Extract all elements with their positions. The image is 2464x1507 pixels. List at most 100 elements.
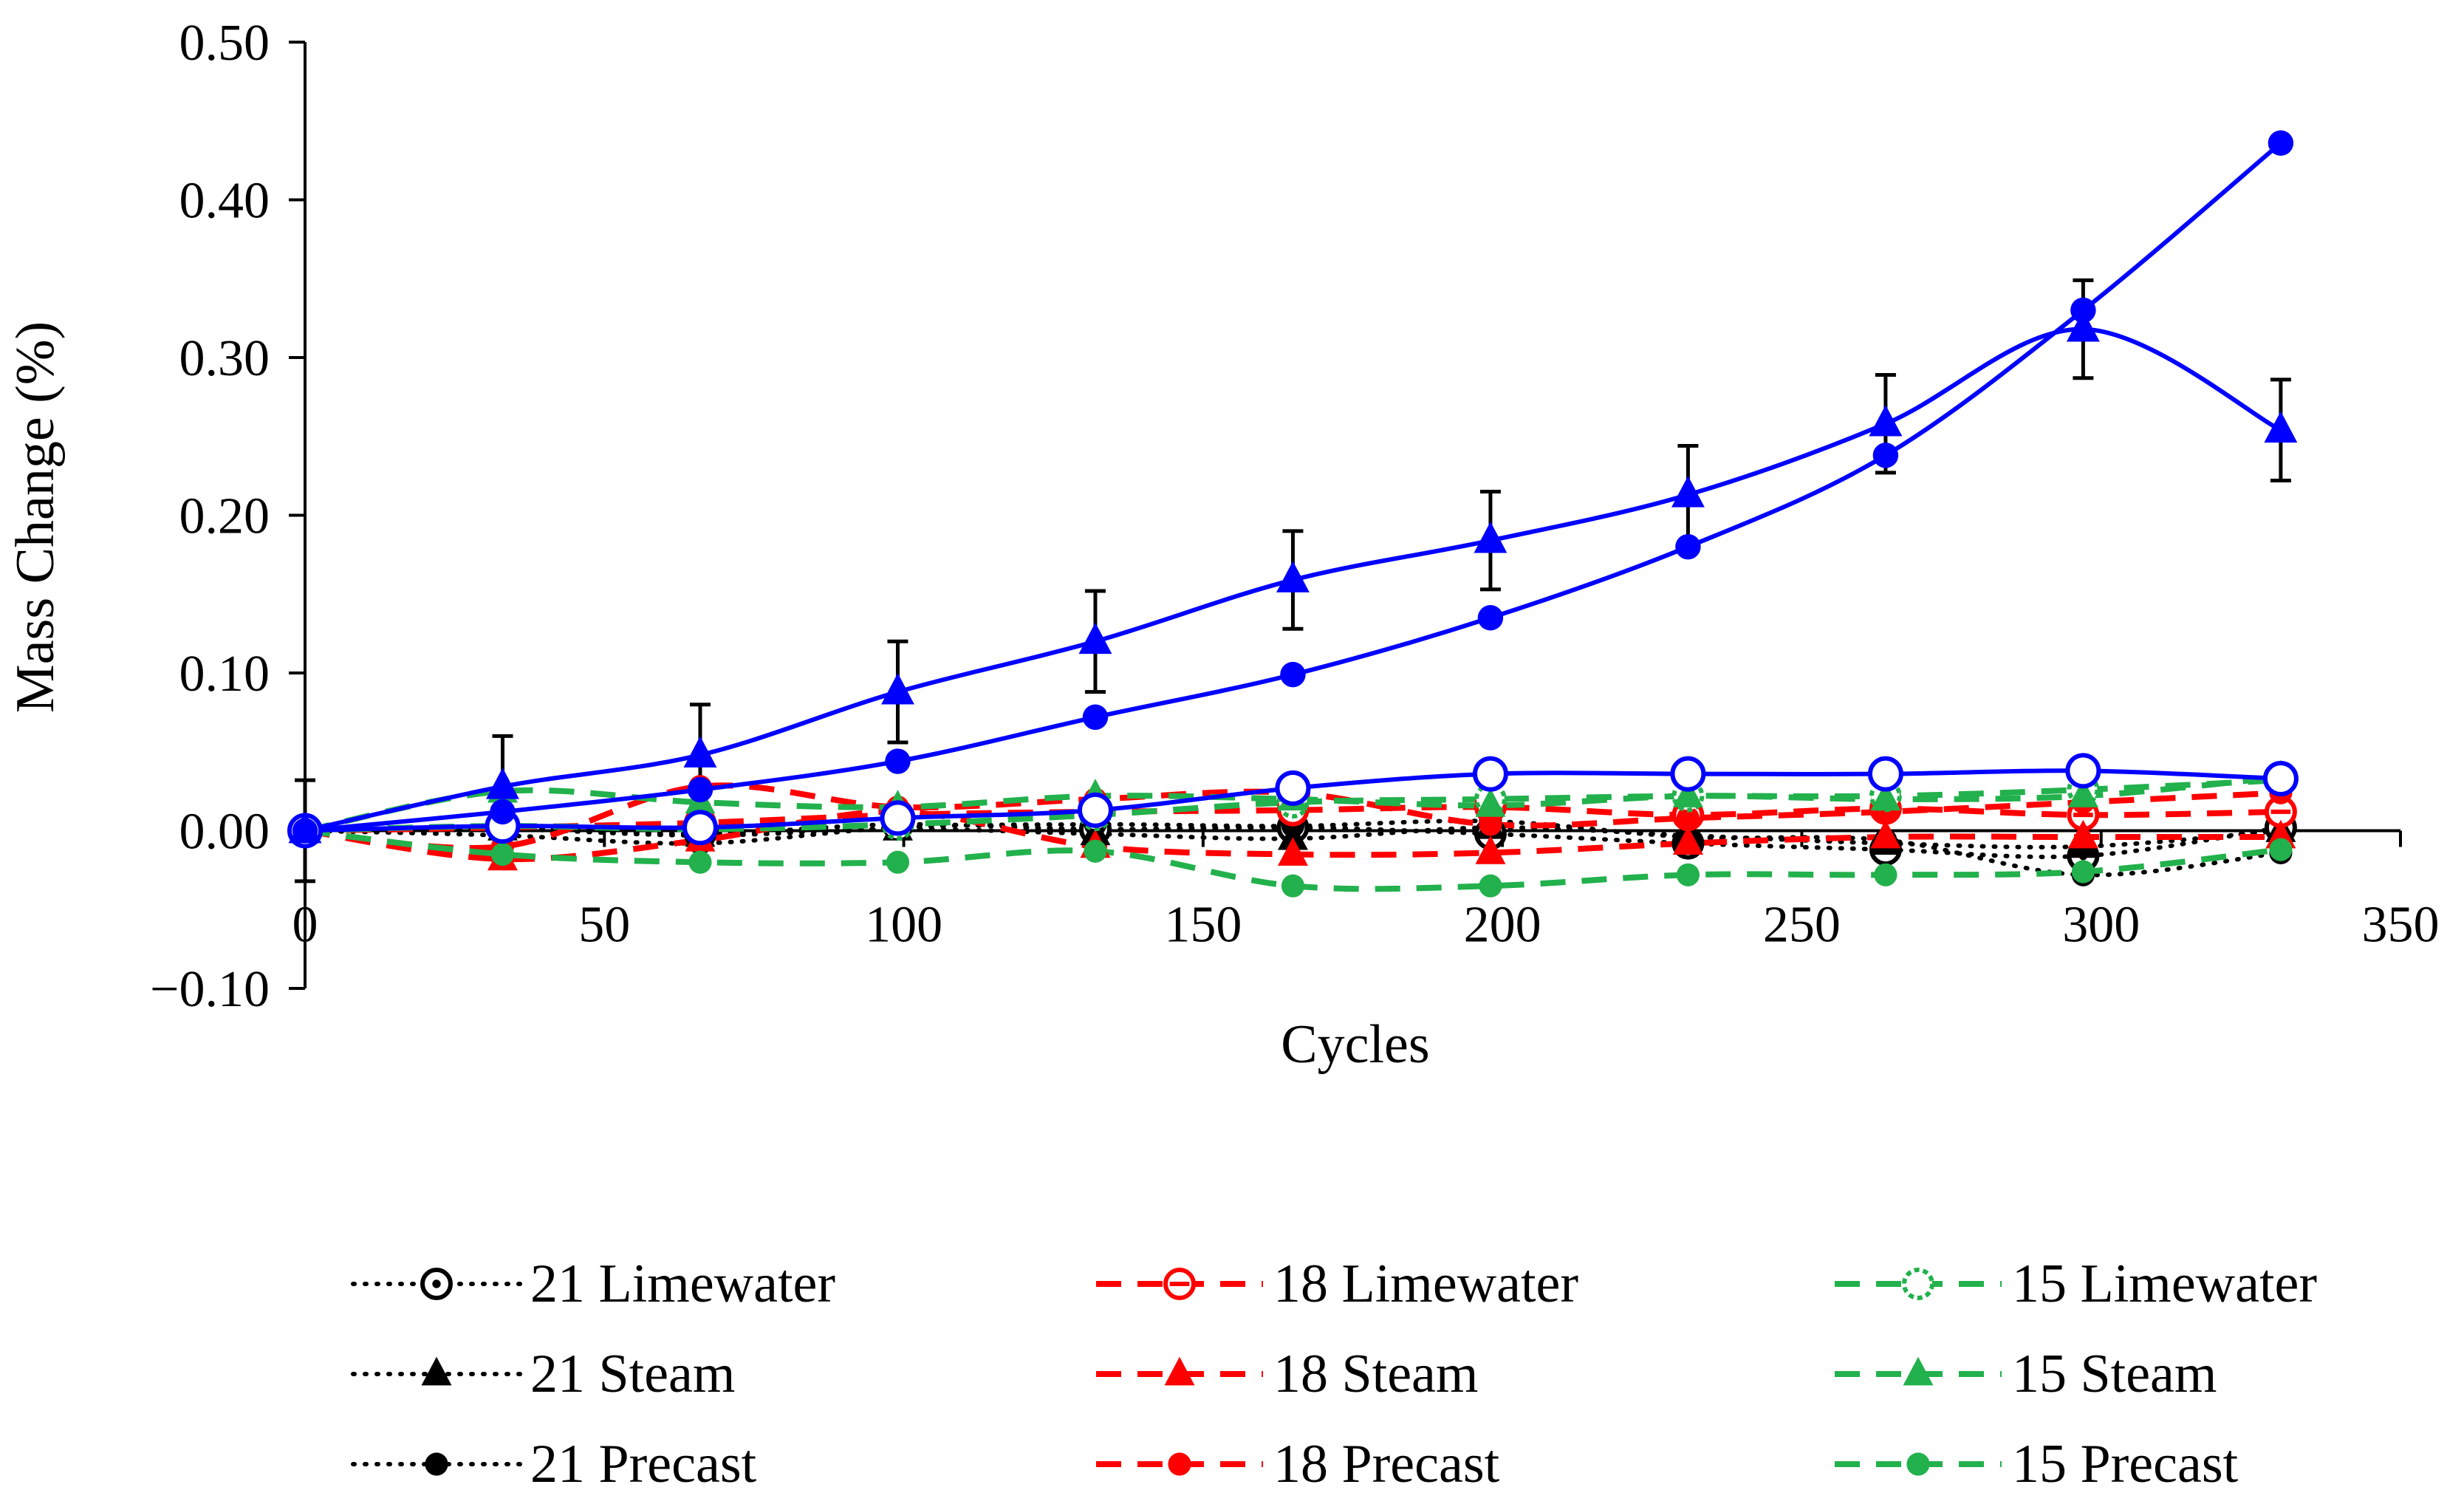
x-tick-label: 300 — [2062, 897, 2140, 954]
data-point — [688, 850, 712, 874]
data-point — [1874, 863, 1897, 886]
legend-swatch-marker — [1902, 1268, 1934, 1300]
data-point — [2268, 130, 2294, 156]
legend-label: 21 Steam — [530, 1344, 735, 1404]
data-point — [687, 776, 713, 803]
plot-area: −0.10 0.00 0.10 0.20 0.30 0.40 0.50 0 50 100 150 2… — [150, 15, 2439, 1018]
legend-item: 15 Precast — [1835, 1434, 2239, 1494]
data-point — [1870, 782, 1901, 811]
legend-label: 18 Steam — [1273, 1344, 1478, 1404]
legend-item: 21 Limewater — [351, 1254, 835, 1314]
data-point — [1672, 826, 1703, 855]
series-line — [303, 819, 2283, 878]
data-point — [490, 842, 515, 867]
data-point — [881, 673, 914, 705]
y-tick-label: −0.10 — [150, 961, 270, 1018]
legend: 21 Limewater 21 Steam 21 Precast 18 Limewat… — [351, 1254, 2317, 1494]
data-point — [880, 800, 916, 836]
data-point — [1078, 622, 1112, 655]
data-point — [1872, 442, 1899, 468]
x-tick-label: 250 — [1763, 897, 1841, 954]
data-point — [1275, 770, 1311, 806]
data-point — [1277, 837, 1308, 866]
series-line — [303, 140, 2283, 833]
data-point — [1676, 806, 1700, 830]
legend-swatch-marker — [421, 1356, 452, 1386]
data-point — [886, 850, 910, 874]
data-point — [292, 818, 318, 844]
data-point — [2269, 838, 2293, 861]
data-point — [1276, 561, 1310, 592]
data-point — [1479, 813, 1502, 836]
data-point — [1280, 661, 1306, 688]
x-tick-label: 150 — [1164, 897, 1242, 954]
data-point — [682, 810, 718, 846]
x-tick-label: 100 — [865, 897, 942, 954]
legend-label: 18 Limewater — [1273, 1254, 1578, 1314]
x-axis-title: Cycles — [1281, 1014, 1429, 1075]
data-point — [1477, 605, 1504, 631]
y-tick-label: 0.00 — [179, 804, 270, 861]
series-line — [303, 825, 2283, 850]
legend-swatch-marker — [1163, 1268, 1196, 1300]
data-point — [2066, 310, 2100, 342]
legend-label: 15 Steam — [2012, 1344, 2217, 1404]
x-tick-label: 200 — [1464, 897, 1541, 954]
data-point — [1869, 405, 1903, 437]
legend-label: 21 Precast — [530, 1434, 757, 1494]
legend-item: 21 Precast — [351, 1434, 757, 1494]
data-point — [1474, 522, 1508, 553]
data-point — [2067, 779, 2098, 807]
x-tick-label: 0 — [292, 897, 318, 954]
legend-swatch-marker — [1168, 1452, 1191, 1476]
legend-label: 15 Precast — [2012, 1434, 2239, 1494]
data-point — [1870, 819, 1901, 849]
legend-swatch-marker — [1903, 1356, 1934, 1386]
data-point — [1475, 787, 1506, 817]
data-point — [1867, 756, 1903, 792]
data-point — [1672, 779, 1703, 807]
data-point — [2264, 411, 2298, 443]
data-point — [2071, 860, 2095, 884]
data-point — [1077, 792, 1113, 828]
data-point — [1676, 863, 1700, 886]
y-tick-label: 0.40 — [179, 173, 270, 230]
legend-swatch-marker — [1906, 1452, 1930, 1476]
y-axis-ticks: −0.10 0.00 0.10 0.20 0.30 0.40 0.50 — [150, 15, 305, 1018]
legend-item: 18 Precast — [1096, 1434, 1500, 1494]
legend-item: 15 Limewater — [1835, 1254, 2317, 1314]
data-point — [1472, 756, 1508, 792]
series-markers — [287, 130, 2299, 898]
series-line — [304, 804, 2281, 834]
data-point — [885, 748, 911, 774]
data-point — [1479, 874, 1502, 898]
data-point — [1281, 874, 1305, 898]
legend-item: 18 Limewater — [1096, 1254, 1578, 1314]
data-point — [1475, 835, 1506, 864]
data-point — [1675, 533, 1701, 560]
y-tick-label: 0.30 — [179, 330, 270, 387]
data-point — [486, 768, 519, 799]
data-point — [1671, 476, 1705, 508]
data-point — [2262, 761, 2299, 797]
legend-swatch-marker — [1164, 1356, 1195, 1386]
legend-swatch-marker — [420, 1268, 453, 1300]
y-tick-label: 0.50 — [179, 15, 270, 72]
data-point — [1670, 756, 1706, 792]
legend-item: 18 Steam — [1096, 1344, 1478, 1404]
data-point — [490, 799, 516, 825]
x-axis-ticks: 0 50 100 150 200 250 300 350 — [292, 830, 2440, 954]
legend-label: 15 Limewater — [2012, 1254, 2317, 1314]
data-point — [2065, 753, 2101, 789]
x-tick-label: 50 — [578, 897, 630, 954]
legend-label: 21 Limewater — [530, 1254, 835, 1314]
data-point — [2067, 819, 2098, 849]
legend-item: 15 Steam — [1835, 1344, 2217, 1404]
legend-item: 21 Steam — [351, 1344, 735, 1404]
y-axis-title: Mass Change (%) — [5, 321, 66, 713]
legend-label: 18 Precast — [1273, 1434, 1500, 1494]
legend-swatch-marker — [425, 1452, 448, 1476]
y-tick-label: 0.10 — [179, 646, 270, 703]
data-point — [1084, 839, 1107, 863]
